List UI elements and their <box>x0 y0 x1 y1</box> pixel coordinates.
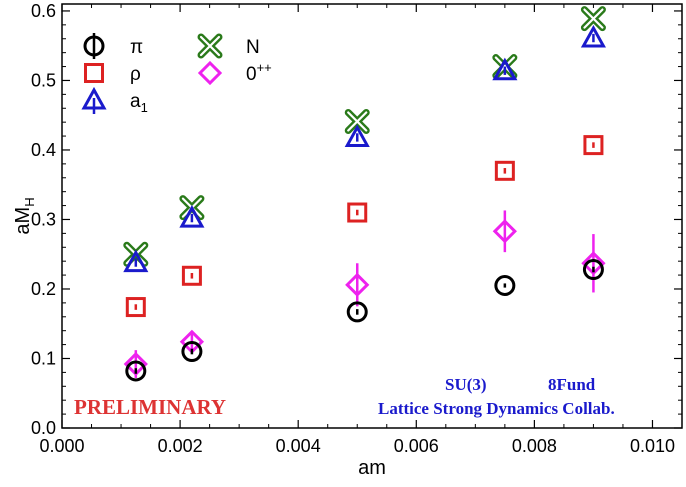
series-diamond <box>123 210 606 378</box>
data-point-circle <box>125 360 147 382</box>
legend-marker-cross-inner <box>199 35 221 57</box>
x-axis-ticks: 0.000 0.002 0.004 0.006 0.008 0.010 <box>39 4 675 456</box>
y-tick-label: 0.5 <box>31 70 56 90</box>
legend-marker-diamond <box>197 60 223 86</box>
legend-label-base: a <box>130 91 141 112</box>
plot-frame <box>61 3 683 429</box>
data-point-circle <box>582 259 604 281</box>
legend: π Nρ 0++ a1 <box>81 33 272 115</box>
data-point-triangle <box>492 57 518 81</box>
x-tick-label: 0.008 <box>512 436 557 456</box>
x-tick-label: 0.010 <box>630 436 675 456</box>
data-point-cross-inner <box>583 8 604 29</box>
data-point-square <box>494 160 515 181</box>
legend-label-base: 0 <box>246 64 257 85</box>
legend-label-base: N <box>246 37 260 58</box>
y-axis-title: aMH <box>12 197 37 234</box>
y-tick-label: 0.1 <box>31 348 56 368</box>
legend-marker-square <box>84 63 104 83</box>
legend-entry: a1 <box>81 86 148 115</box>
data-point-triangle <box>123 249 149 273</box>
x-axis-title: am <box>358 457 386 479</box>
legend-label: π <box>130 37 143 58</box>
data-point-diamond <box>581 251 606 276</box>
legend-marker-circle <box>83 35 105 57</box>
data-point-circle <box>346 301 368 323</box>
y-tick-label: 0.3 <box>31 209 56 229</box>
data-point-circle <box>181 341 203 363</box>
y-tick-label: 0.2 <box>31 279 56 299</box>
legend-label-base: ρ <box>130 64 141 85</box>
y-tick-label: 0.4 <box>31 140 56 160</box>
x-tick-label: 0.004 <box>276 436 321 456</box>
legend-label: ρ <box>130 64 141 85</box>
legend-label-sup: ++ <box>257 60 272 75</box>
series-circle <box>125 259 604 382</box>
preliminary-label: PRELIMINARY <box>74 395 226 419</box>
data-point-square <box>181 265 202 286</box>
data-point-diamond <box>345 272 370 297</box>
data-point-square <box>583 135 604 156</box>
data-point-diamond <box>123 351 148 377</box>
legend-label: N <box>246 37 260 58</box>
data-point-triangle <box>580 24 606 48</box>
x-tick-label: 0.006 <box>394 436 439 456</box>
data-point-diamond <box>492 219 517 244</box>
data-series <box>123 6 606 382</box>
legend-entry: ρ <box>84 63 141 85</box>
data-point-square <box>347 202 368 223</box>
x-tick-label: 0.002 <box>158 436 203 456</box>
series-triangle <box>123 24 606 273</box>
y-axis-title-main: aM <box>12 207 34 235</box>
legend-entry: N <box>197 33 260 59</box>
data-point-triangle <box>179 204 205 228</box>
legend-label-sub: 1 <box>141 100 148 115</box>
legend-entry: π <box>83 33 143 59</box>
data-point-circle <box>494 275 516 297</box>
legend-label-base: π <box>130 37 143 58</box>
legend-marker-triangle <box>81 86 107 110</box>
data-point-triangle <box>344 124 370 147</box>
collab-8fund-label: 8Fund <box>548 375 596 394</box>
data-point-cross-inner <box>347 111 368 132</box>
collab-su3-label: SU(3) <box>445 375 487 394</box>
x-tick-label: 0.000 <box>39 436 84 456</box>
legend-entry: 0++ <box>197 60 272 86</box>
y-axis-ticks: 0.0 0.1 0.2 0.3 0.4 0.5 0.6 <box>31 1 682 438</box>
data-point-square <box>125 297 146 318</box>
series-square <box>125 135 604 318</box>
y-axis-title-sub: H <box>22 197 37 206</box>
legend-label: a1 <box>130 91 148 115</box>
legend-label: 0++ <box>246 60 272 85</box>
y-tick-label: 0.6 <box>31 1 56 21</box>
y-tick-label: 0.0 <box>31 418 56 438</box>
collab-name-label: Lattice Strong Dynamics Collab. <box>378 399 615 418</box>
